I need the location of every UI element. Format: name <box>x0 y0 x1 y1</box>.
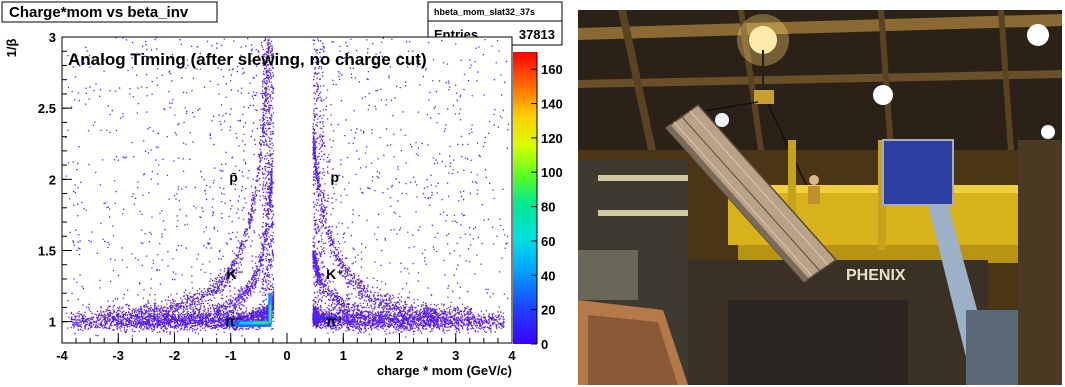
colorbar-tick-label: 140 <box>541 97 563 112</box>
detector-panel <box>664 103 838 283</box>
particle-label: p <box>331 169 340 185</box>
particle-label: π⁻ <box>225 313 243 329</box>
x-axis: -4 -3 -2 -1 0 1 2 3 4 <box>56 333 516 363</box>
stats-hist-name: hbeta_mom_slat32_37s <box>434 7 535 17</box>
particle-label: π⁺ <box>326 313 344 329</box>
chart-svg: Charge*mom vs beta_inv hbeta_mom_slat32_… <box>1 1 563 378</box>
light-icon <box>715 113 729 127</box>
stats-entries-value: 37813 <box>519 27 555 42</box>
title-box <box>1 1 218 23</box>
light-icon <box>873 85 893 105</box>
colorbar-tick-label: 160 <box>541 62 563 77</box>
phenix-logo: PHENIX <box>846 267 906 284</box>
y-tick-label: 1.5 <box>38 243 56 258</box>
dense-core <box>253 321 269 324</box>
scatter-cloud <box>65 37 510 338</box>
colorbar-tick-label: 100 <box>541 165 563 180</box>
colorbar <box>513 52 537 344</box>
y-axis: 1 1.5 2 2.5 3 <box>38 30 72 330</box>
colorbar-tick-label: 0 <box>541 337 548 352</box>
light-icon <box>749 26 777 54</box>
x-tick-label: 3 <box>452 348 459 363</box>
colorbar-tick-label: 60 <box>541 234 555 249</box>
x-tick-label: 2 <box>396 348 403 363</box>
y-tick-label: 3 <box>49 30 56 45</box>
colorbar-tick-label: 20 <box>541 303 555 318</box>
y-axis-title: 1/β <box>4 39 19 58</box>
y-tick-label: 2.5 <box>38 101 56 116</box>
x-tick-label: 4 <box>508 348 516 363</box>
x-tick-label: -2 <box>169 348 181 363</box>
light-icon <box>1041 125 1055 139</box>
x-tick-label: -4 <box>56 348 68 363</box>
scatter-points <box>65 37 510 338</box>
x-tick-label: 1 <box>340 348 347 363</box>
light-icon <box>1027 24 1049 46</box>
colorbar-axis: 0 20 40 60 80 100 120 140 160 <box>531 62 563 352</box>
plot-frame <box>61 36 513 344</box>
dense-core <box>312 317 338 321</box>
x-axis-title: charge * mom (GeV/c) <box>377 363 512 378</box>
colorbar-tick-label: 80 <box>541 200 555 215</box>
particle-label: K⁻ <box>227 266 245 282</box>
y-tick-label: 1 <box>49 315 56 330</box>
particle-label: p̄ <box>229 169 238 185</box>
x-tick-label: -1 <box>225 348 237 363</box>
colorbar-tick-label: 120 <box>541 131 563 146</box>
x-tick-label: -3 <box>112 348 124 363</box>
x-tick-label: 0 <box>283 348 290 363</box>
colorbar-tick-label: 40 <box>541 268 555 283</box>
plot-annotation: Analog Timing (after slewing, no charge … <box>68 50 427 69</box>
particle-labels: p̄ p K⁻ K⁺ π⁻ π⁺ <box>225 169 344 329</box>
chart-title: Charge*mom vs beta_inv <box>9 4 189 21</box>
lift-basket <box>882 139 954 206</box>
y-tick-label: 2 <box>49 172 56 187</box>
phenix-detector-photo: PHENIX <box>578 10 1062 385</box>
particle-label: K⁺ <box>326 266 344 282</box>
dense-core <box>269 304 272 324</box>
